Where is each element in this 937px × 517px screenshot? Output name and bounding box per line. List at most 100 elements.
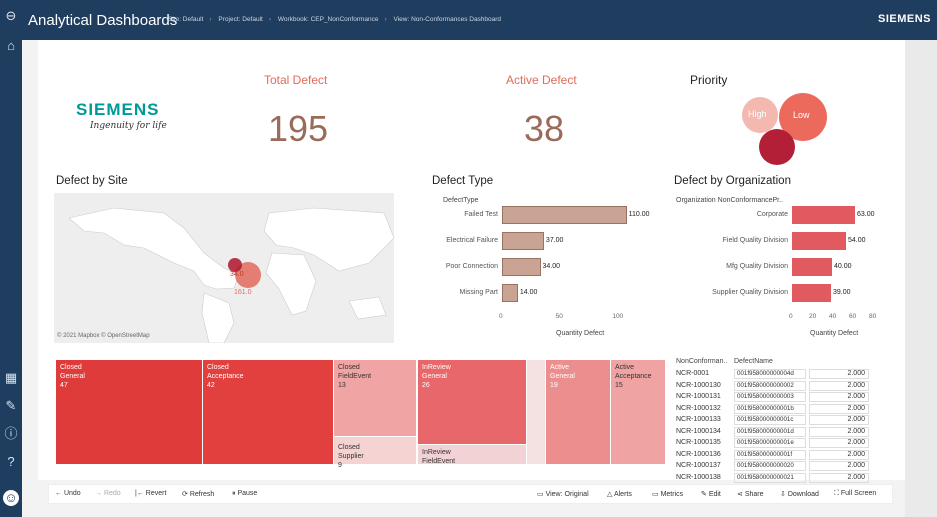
active-defect-title: Active Defect (506, 73, 577, 87)
defect-type-bar[interactable] (502, 232, 544, 250)
table-row[interactable]: NCR-1000132 001f958000000001b 2.000 (674, 403, 879, 415)
treemap-cell[interactable]: InReview General 26 (418, 360, 526, 444)
refresh-label: Refresh (189, 491, 215, 498)
pause-button[interactable]: ⏸ Pause (232, 490, 258, 497)
defect-org-tick-label: 0 (789, 313, 793, 320)
site-value-b: 161.0 (234, 289, 252, 296)
table-row[interactable]: NCR-1000137 001f9580000000020 2.000 (674, 460, 879, 472)
left-sidebar: ⊖ ⌂ ▦ ✎ ⓘ ? ☺ (0, 0, 22, 517)
table-row[interactable]: NCR-0001 001f958000000004d 2.000 (674, 368, 879, 380)
treemap-gap-cell (527, 360, 545, 464)
table-cell-defectname: 001f958000000001e (734, 438, 806, 448)
table-row[interactable]: NCR-1000133 001f958000000001c 2.000 (674, 414, 879, 426)
table-row[interactable]: NCR-1000138 001f9580000000021 2.000 (674, 472, 879, 484)
defect-type-field-label: DefectType (443, 197, 479, 204)
revert-label: Revert (145, 490, 167, 497)
redo-button[interactable]: → Redo (95, 490, 121, 497)
defect-org-bar[interactable] (792, 284, 831, 302)
undo-button[interactable]: ← Undo (55, 490, 81, 497)
revert-button[interactable]: |← Revert (135, 490, 167, 497)
edit-icon[interactable]: ✎ (5, 398, 17, 413)
table-header-defectname[interactable]: DefectName (734, 358, 773, 365)
treemap-cell[interactable]: Active General 19 (546, 360, 610, 464)
share-label: Share (744, 491, 764, 498)
breadcrumb-project[interactable]: Project: Default (218, 16, 263, 23)
fullscreen-label: Full Screen (840, 490, 877, 497)
home-icon[interactable]: ⌂ (7, 38, 15, 53)
defect-type-value-label: 14.00 (519, 289, 538, 296)
table-row[interactable]: NCR-1000134 001f958000000001d 2.000 (674, 426, 879, 438)
map-credit: © 2021 Mapbox © OpenStreetMap (57, 333, 150, 339)
scroll-gutter (905, 40, 937, 517)
breadcrumb-site[interactable]: Site: Default (168, 16, 204, 23)
table-cell-defectname: 001f9580000000002 (734, 380, 806, 391)
active-defect-value: 38 (524, 108, 565, 149)
table-cell-qty: 2.000 (809, 461, 869, 471)
defect-by-org-title: Defect by Organization (674, 175, 791, 187)
info-icon[interactable]: ⓘ (4, 426, 18, 441)
download-button[interactable]: ⇩ Download (780, 491, 819, 498)
share-button[interactable]: ⋖ Share (737, 491, 764, 498)
table-cell-id: NCR-1000130 (676, 381, 721, 389)
breadcrumb-view: View: Non-Conformances Dashboard (393, 16, 502, 23)
defect-type-bar[interactable] (502, 206, 627, 224)
pause-label: Pause (237, 490, 258, 497)
back-icon[interactable]: ⊖ (5, 8, 17, 23)
defect-org-category-label: Field Quality Division (722, 237, 788, 244)
defect-type-value-label: 110.00 (628, 211, 650, 218)
priority-title: Priority (690, 73, 728, 87)
table-header-nonconformance[interactable]: NonConforman.. (676, 358, 728, 365)
siemens-logo: SIEMENS (76, 100, 160, 119)
total-defect-title: Total Defect (264, 73, 328, 87)
defect-type-axis-label: Quantity Defect (556, 330, 605, 337)
bottom-toolbar: ← Undo → Redo |← Revert ⟳ Refresh ⏸ Paus… (48, 484, 893, 504)
site-map[interactable]: 34.0 161.0 © 2021 Mapbox © OpenStreetMap (54, 193, 394, 343)
defect-org-bar[interactable] (792, 232, 846, 250)
treemap-cell[interactable]: Closed Supplier 9 (334, 437, 416, 469)
table-row[interactable]: NCR-1000135 001f958000000001e 2.000 (674, 437, 879, 449)
defect-type-bar[interactable] (502, 284, 518, 302)
treemap-cell[interactable]: InReview FieldEvent (418, 445, 526, 465)
data-source-icon[interactable]: ▦ (4, 370, 18, 385)
defect-type-category-label: Poor Connection (445, 263, 498, 270)
priority-high-bubble[interactable] (742, 97, 778, 133)
help-icon[interactable]: ? (7, 454, 15, 469)
download-label: Download (787, 491, 819, 498)
view-original-button[interactable]: ▭ View: Original (537, 491, 589, 498)
site-bubble-small (228, 258, 242, 272)
priority-low-label: Low (793, 110, 810, 120)
table-cell-id: NCR-1000138 (676, 473, 721, 481)
defect-org-bar[interactable] (792, 206, 855, 224)
table-cell-qty: 2.000 (809, 438, 869, 448)
table-cell-qty: 2.000 (809, 392, 869, 402)
table-row[interactable]: NCR-1000130 001f9580000000002 2.000 (674, 380, 879, 392)
metrics-button[interactable]: ▭ Metrics (652, 491, 684, 498)
treemap-cell[interactable]: Active Acceptance 15 (611, 360, 665, 464)
defect-by-site-title: Defect by Site (56, 175, 128, 187)
table-cell-id: NCR-1000135 (676, 439, 721, 446)
table-row[interactable]: NCR-1000136 001f958000000001f 2.000 (674, 449, 879, 461)
table-cell-qty: 2.000 (809, 403, 869, 414)
treemap-cell[interactable]: Closed General 47 (56, 360, 202, 464)
alerts-button[interactable]: △ Alerts (607, 491, 632, 498)
table-cell-defectname: 001f9580000000003 (734, 392, 806, 402)
defect-type-category-label: Failed Test (464, 211, 498, 218)
defect-type-value-label: 34.00 (542, 263, 561, 270)
world-map-svg (68, 207, 394, 343)
treemap-cell[interactable]: Closed Acceptance 42 (203, 360, 333, 464)
table-row[interactable]: NCR-1000131 001f9580000000003 2.000 (674, 391, 879, 403)
breadcrumb-workbook[interactable]: Workbook: CEP_NonConformance (277, 16, 379, 23)
user-avatar-icon[interactable]: ☺ (3, 490, 19, 506)
priority-medium-bubble[interactable] (759, 129, 795, 165)
defect-type-value-label: 37.00 (545, 237, 564, 244)
treemap-cell[interactable]: Closed FieldEvent 13 (334, 360, 416, 436)
table-cell-qty: 2.000 (809, 380, 869, 391)
dashboard-canvas: SIEMENS Ingenuity for life Total Defect … (38, 40, 905, 483)
table-cell-qty: 2.000 (809, 415, 869, 425)
refresh-button[interactable]: ⟳ Refresh (182, 491, 215, 498)
edit-button[interactable]: ✎ Edit (701, 491, 721, 498)
fullscreen-button[interactable]: ⛶ Full Screen (834, 490, 877, 497)
defect-org-bar[interactable] (792, 258, 832, 276)
app-title: Analytical Dashboards (28, 12, 178, 29)
defect-type-bar[interactable] (502, 258, 541, 276)
